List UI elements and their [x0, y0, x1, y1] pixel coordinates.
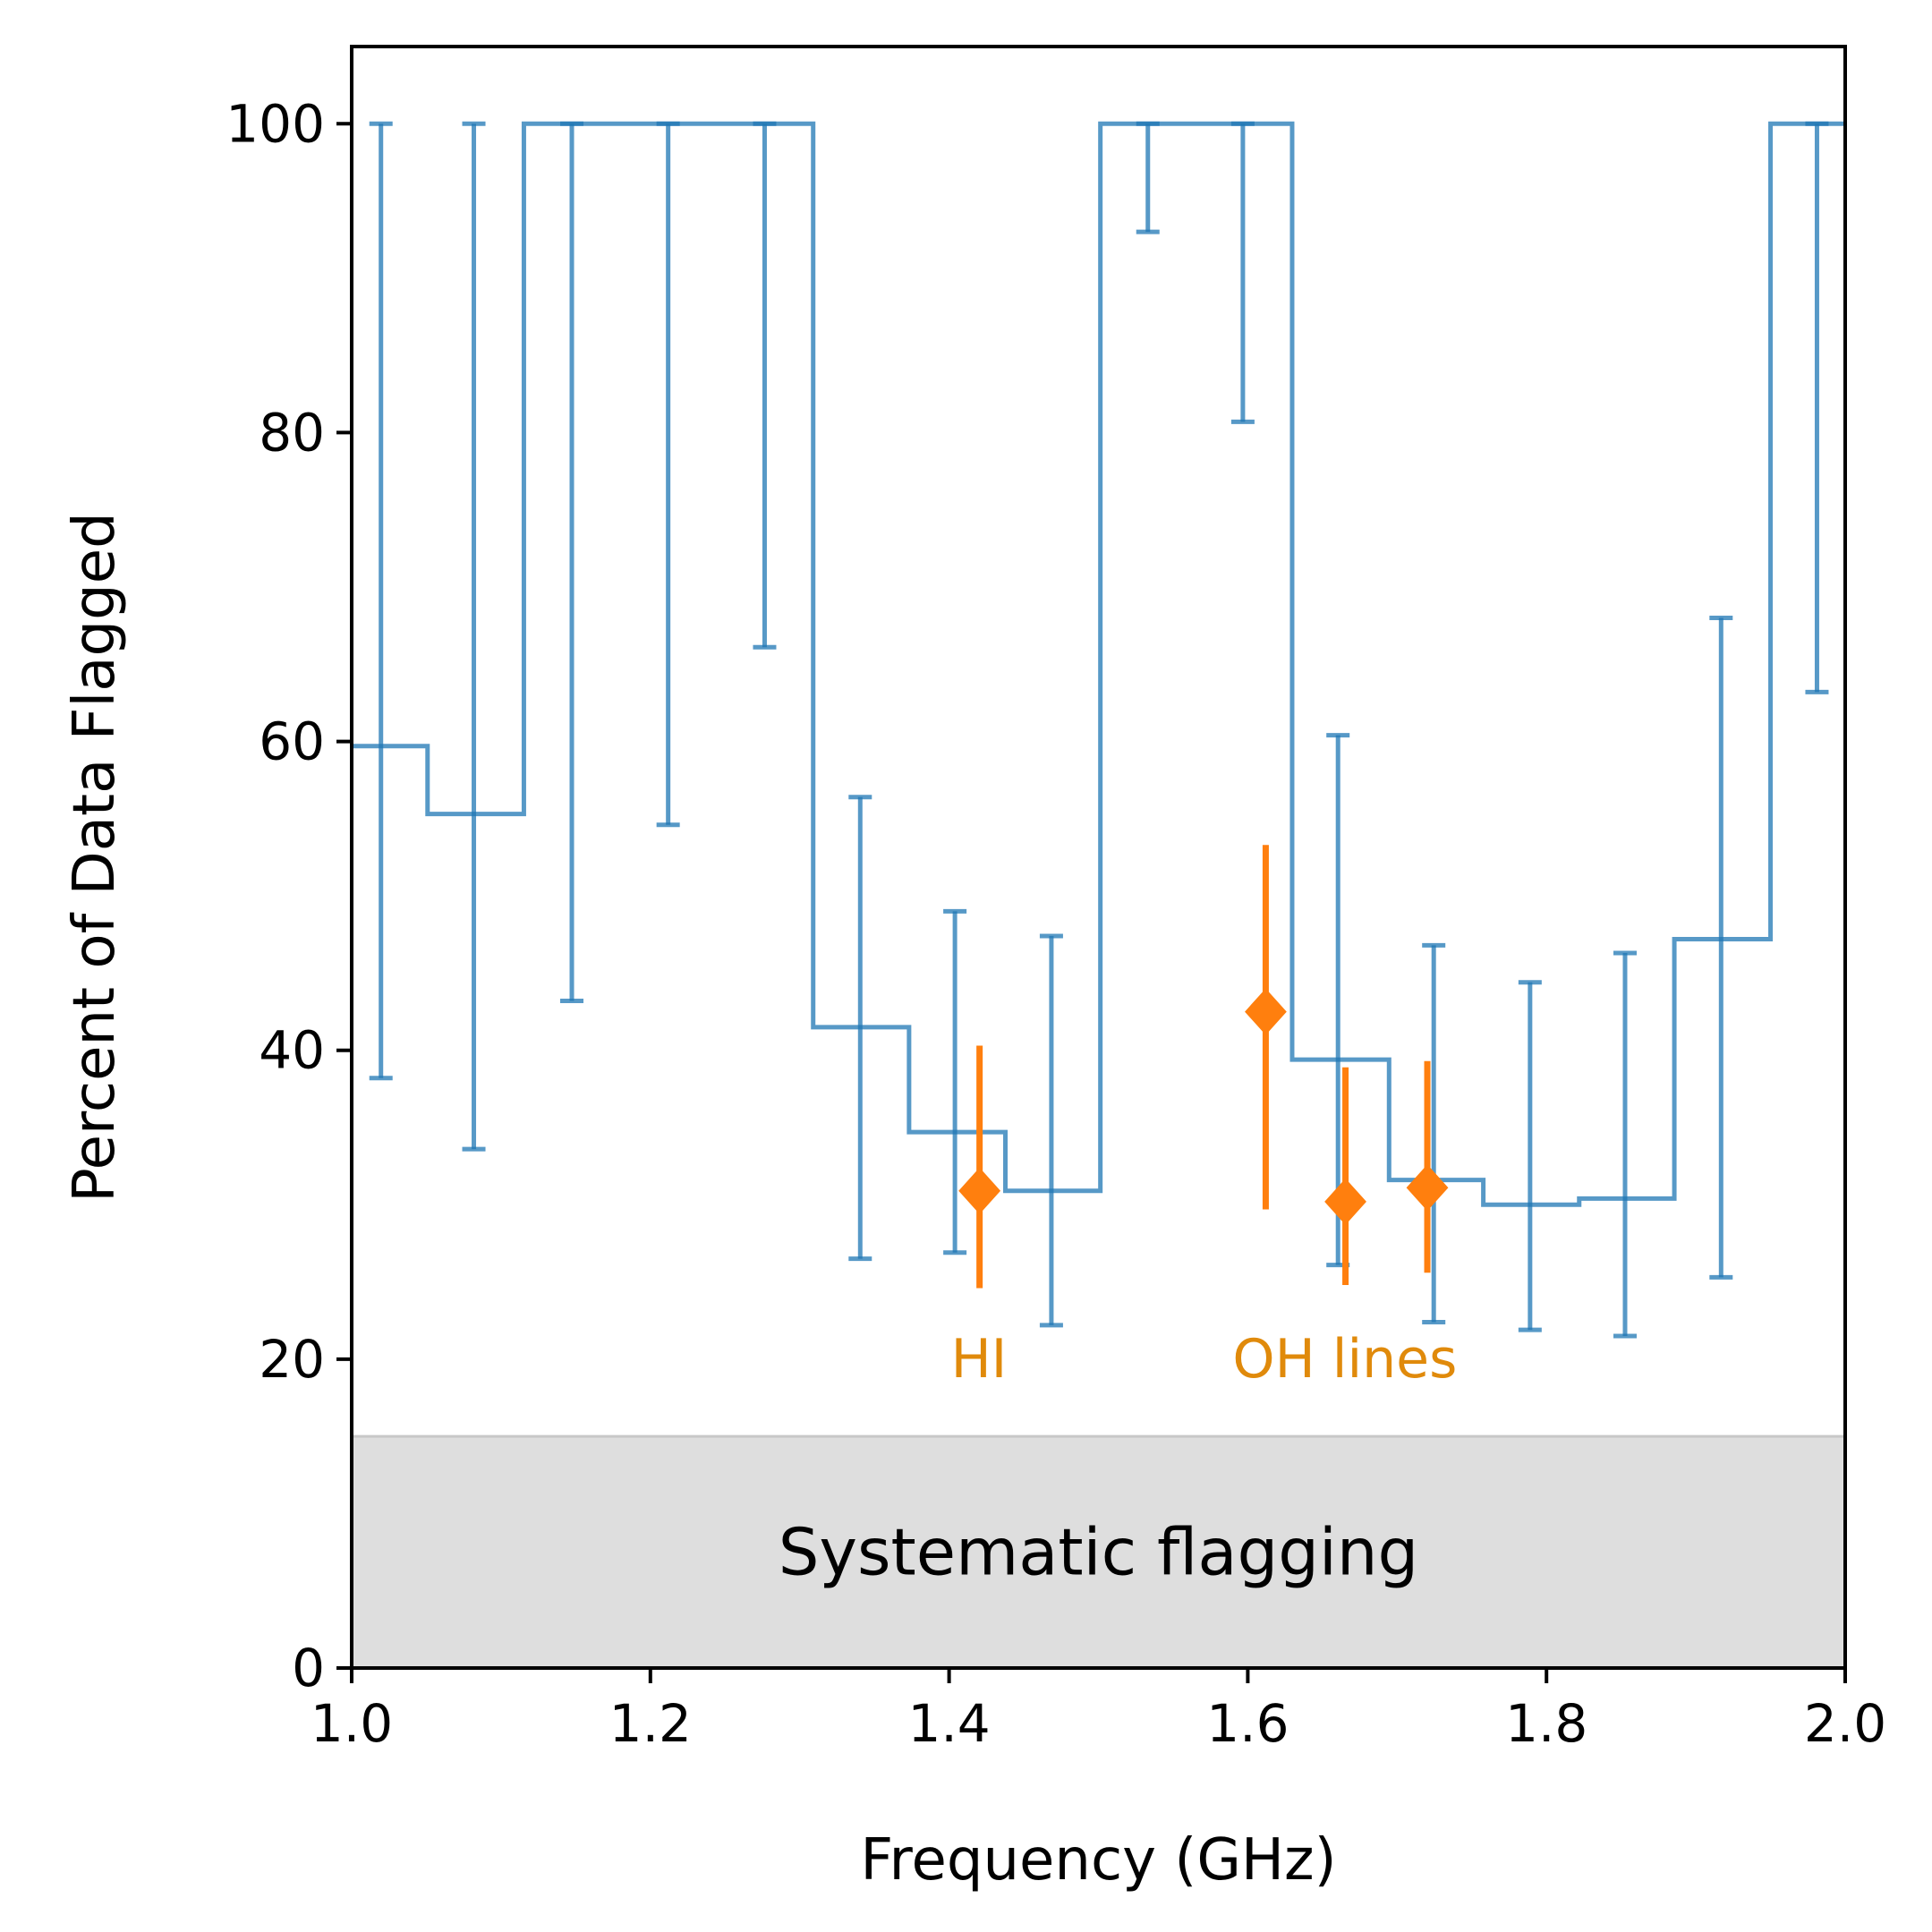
- spectral-line-point-3: [1406, 1060, 1449, 1273]
- errorbar-7: [1039, 933, 1063, 1328]
- errorbar-14: [1709, 616, 1733, 1280]
- hi-line-annotation: HI: [951, 1328, 1008, 1391]
- errorbar-11: [1422, 942, 1446, 1324]
- oh-lines-annotation: OH lines: [1232, 1328, 1457, 1391]
- axes-layer: 1.0 1.2 1.4 1.6 1.8 2.0 0 20 40 60 80 100: [226, 45, 1886, 1754]
- x-tick-label: 1.8: [1505, 1693, 1587, 1754]
- spectral-line-marker: [1245, 988, 1287, 1035]
- spectral-line-point-2: [1324, 1067, 1366, 1286]
- errorbar-13: [1613, 950, 1637, 1339]
- plot-frame: [350, 45, 1847, 1670]
- text-layer: Frequency (GHz) Percent of Data Flagged …: [62, 512, 1457, 1894]
- y-tick-label: 0: [292, 1638, 325, 1698]
- step-series-line: [352, 121, 1845, 1207]
- x-tick-label: 1.4: [907, 1693, 990, 1754]
- x-tick-label: 1.0: [311, 1693, 393, 1754]
- spectral-line-marker: [958, 1167, 1001, 1214]
- errorbar-9: [1230, 121, 1255, 424]
- spectral-line-point-0: [958, 1045, 1001, 1289]
- spectral-line-marker: [1324, 1178, 1366, 1225]
- spectral-lines-layer: [958, 845, 1449, 1289]
- systematic-band-layer: [352, 1434, 1845, 1668]
- errorbar-0: [369, 121, 393, 1081]
- spectral-line-marker: [1406, 1164, 1449, 1212]
- errorbar-3: [656, 121, 680, 828]
- spectral-line-point-1: [1245, 845, 1287, 1210]
- x-tick-label: 2.0: [1804, 1693, 1886, 1754]
- step-series-layer: [352, 121, 1845, 1207]
- y-tick-label: 20: [259, 1329, 325, 1390]
- x-axis-label: Frequency (GHz): [860, 1827, 1336, 1894]
- errorbar-15: [1805, 121, 1829, 694]
- systematic-flagging-label: Systematic flagging: [779, 1515, 1419, 1590]
- errorbar-5: [848, 795, 872, 1262]
- systematic-band: [352, 1436, 1845, 1668]
- x-tick-label: 1.6: [1206, 1693, 1289, 1754]
- errorbar-4: [753, 121, 777, 650]
- errorbar-6: [943, 908, 967, 1255]
- y-tick-label: 40: [259, 1020, 325, 1081]
- errorbar-2: [560, 121, 584, 1003]
- y-axis-label: Percent of Data Flagged: [62, 512, 128, 1202]
- errorbar-12: [1518, 980, 1542, 1332]
- y-tick-label: 80: [259, 402, 325, 463]
- y-tick-label: 100: [226, 93, 325, 154]
- y-tick-label: 60: [259, 711, 325, 772]
- errorbar-1: [462, 121, 486, 1152]
- errorbar-8: [1136, 121, 1160, 234]
- errorbar-layer: [369, 121, 1829, 1339]
- x-tick-label: 1.2: [609, 1693, 692, 1754]
